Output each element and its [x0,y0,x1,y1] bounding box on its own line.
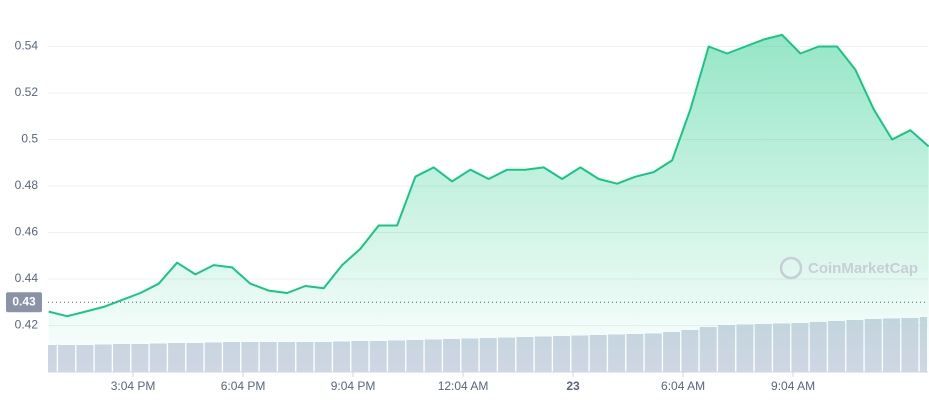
watermark-logo [779,256,803,280]
y-tick-label: 0.46 [15,225,39,239]
price-line [48,33,929,318]
x-tick-label: 9:04 PM [331,379,376,393]
price [48,33,929,373]
reference-label: 0.43 [12,294,36,308]
x-tick-label: 6:04 AM [661,379,705,393]
y-tick-label: 0.42 [15,318,39,332]
y-tick-label: 0.52 [15,85,39,99]
y-tick-label: 0.48 [15,178,39,192]
y-tick-label: 0.5 [21,132,38,146]
x-tick-label: 9:04 AM [771,379,815,393]
labels: 0.42 0.44 0.46 0.48 0.5 0.52 0.54 3:04 PM 6:04 P… [6,39,928,393]
x-tick-label: 6:04 PM [221,379,266,393]
price-area [48,34,929,373]
y-tick-label: 0.54 [15,39,39,53]
reference-label-box [6,292,42,313]
watermark: CoinMarketCap [808,260,918,277]
x-tick-label: 23 [566,379,580,393]
y-tick-label: 0.44 [15,271,39,285]
x-tick-label: 12:04 AM [438,379,489,393]
x-tick-label: 3:04 PM [111,379,156,393]
